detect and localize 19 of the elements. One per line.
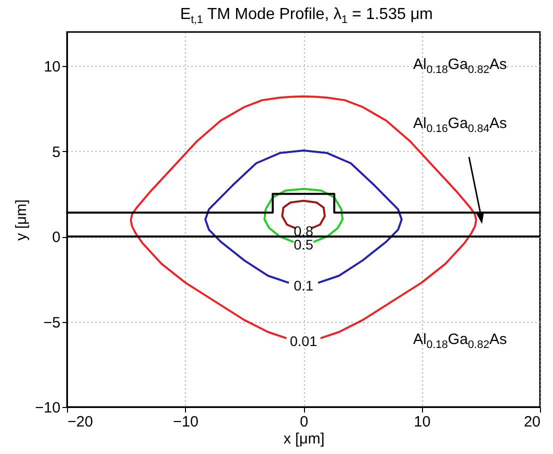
x-tick-label: 20 <box>524 414 540 430</box>
y-tick-label: 10 <box>44 58 60 76</box>
series-label: 0.1 <box>294 278 314 294</box>
y-tick-label: 5 <box>52 144 60 161</box>
chart-title: E$_{t,1}$ TM Mode Profile, λ$_{1}$ = 1.535 μm <box>179 5 434 28</box>
y-tick-label: −10 <box>35 400 60 416</box>
y-tick-label: −5 <box>43 314 60 332</box>
annotation: Al$_{0.16}$Ga$_{0.84}$As <box>413 115 507 135</box>
y-axis-title: y [μm] <box>13 199 30 241</box>
x-tick-label: 10 <box>414 414 431 430</box>
x-tick-label: −10 <box>173 414 198 430</box>
x-tick-label: 0 <box>300 414 308 430</box>
annotation: Al$_{0.18}$Ga$_{0.82}$As <box>413 331 507 351</box>
x-tick-label: −20 <box>68 414 93 430</box>
series-label: 0.5 <box>294 236 314 253</box>
y-tick-label: 0 <box>52 229 60 246</box>
annotation: Al$_{0.18}$Ga$_{0.82}$As <box>413 56 507 76</box>
series-label: 0.01 <box>290 332 318 349</box>
x-axis-title: x [μm] <box>283 430 325 448</box>
